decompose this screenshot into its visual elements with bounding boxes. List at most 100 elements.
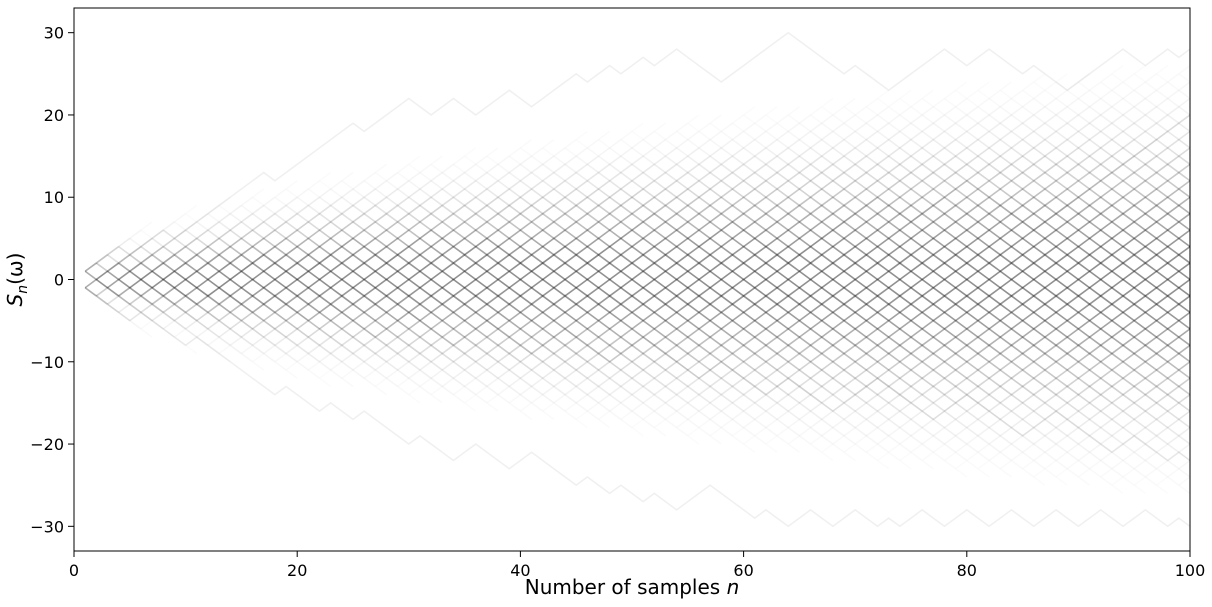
walk-step-segment [218,229,231,240]
walk-step-segment [676,171,689,182]
walk-step-segment [955,245,968,256]
walk-step-segment [988,138,1001,149]
walk-step-segment [252,262,265,272]
walk-step-segment [877,188,890,198]
walk-step-segment [1077,130,1091,141]
walk-step-segment [810,311,823,322]
y-tick-label: −30 [30,517,64,536]
walk-step-segment [162,303,175,314]
walk-step-segment [865,410,878,421]
walk-series-line [84,270,1191,462]
walk-step-segment [374,188,387,198]
walk-step-segment [352,254,365,264]
walk-step-segment [229,287,242,297]
walk-step-segment [1010,270,1024,281]
walk-step-segment [620,344,633,355]
walk-step-segment [229,245,242,256]
walk-step-segment [1010,361,1024,371]
walk-step-segment [821,410,834,421]
walk-step-segment [586,270,599,281]
walk-step-segment [1066,171,1079,182]
walk-step-segment [1178,287,1191,297]
walk-step-segment [620,254,633,264]
walk-step-segment [665,377,678,388]
walk-step-segment [642,221,655,231]
walk-step-segment [765,138,778,149]
walk-step-segment [1089,270,1102,281]
walk-step-segment [1033,221,1046,231]
walk-step-segment [1044,344,1057,355]
walk-step-segment [1010,138,1024,149]
walk-step-segment [95,270,108,281]
walk-step-segment [352,295,365,305]
walk-step-segment [452,245,466,256]
walk-step-segment [631,163,644,174]
walk-step-segment [921,361,934,371]
walk-step-segment [888,352,901,363]
walk-step-segment [1122,138,1135,149]
walk-step-segment [1156,435,1169,445]
walk-step-segment [519,196,533,207]
walk-step-segment [218,278,231,289]
walk-step-segment [765,204,778,215]
walk-step-segment [888,385,901,396]
walk-step-segment [162,245,175,256]
walk-step-segment [1133,303,1146,314]
walk-step-segment [173,262,187,272]
walk-step-segment [397,254,410,264]
walk-step-segment [441,328,454,338]
y-tick-label: 10 [44,188,64,207]
walk-step-segment [319,295,332,305]
walk-step-segment [464,278,477,289]
walk-step-segment [776,147,789,157]
walk-step-segment [1044,229,1057,240]
walk-step-segment [1167,344,1180,355]
walk-step-segment [1077,328,1091,338]
walk-step-segment [1100,155,1113,165]
walk-step-segment [1111,262,1124,272]
walk-step-segment [386,229,399,240]
walk-step-segment [787,352,800,363]
walk-step-segment [397,204,410,215]
walk-step-segment [519,229,533,240]
walk-step-segment [386,204,399,215]
walk-step-segment [553,270,566,281]
walk-step-segment [932,221,945,231]
walk-step-segment [1167,122,1180,133]
walk-step-segment [464,254,477,264]
walk-step-segment [330,213,343,223]
walk-step-segment [162,229,175,240]
walk-step-segment [910,229,923,240]
walk-step-segment [330,328,343,338]
walk-step-segment [754,180,767,190]
walk-step-segment [754,410,767,421]
walk-step-segment [508,319,521,330]
walk-step-segment [910,180,923,190]
walk-step-segment [720,287,733,297]
walk-step-segment [999,361,1012,371]
walk-step-segment [196,237,209,248]
walk-step-segment [497,344,510,355]
walk-step-segment [977,287,990,297]
walk-step-segment [1133,221,1146,231]
walk-step-segment [1133,311,1146,322]
walk-step-segment [352,311,365,322]
walk-step-segment [274,204,287,215]
walk-step-segment [430,180,443,190]
walk-step-segment [832,369,845,379]
walk-step-segment [754,278,767,289]
walk-step-segment [798,171,812,182]
walk-step-segment [1044,295,1057,305]
walk-step-segment [631,262,644,272]
walk-step-segment [441,229,454,240]
walk-step-segment [698,245,711,256]
walk-step-segment [508,278,521,289]
walk-step-segment [665,180,678,190]
walk-step-segment [363,204,376,215]
walk-step-segment [955,122,968,133]
walk-step-segment [687,369,700,379]
walk-step-segment [151,319,164,330]
walk-step-segment [1033,369,1046,379]
walk-step-segment [374,319,387,330]
walk-step-segment [1167,418,1180,429]
